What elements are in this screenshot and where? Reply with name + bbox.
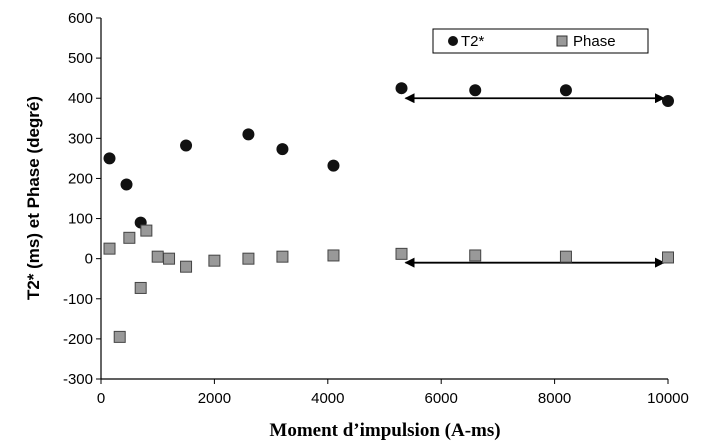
x-tick-label: 8000 — [538, 390, 571, 407]
phase-point — [242, 252, 255, 265]
t2-point — [559, 84, 572, 97]
phase-point — [469, 249, 482, 262]
phase-point — [208, 254, 221, 267]
series-phase — [103, 224, 674, 343]
t2-point — [103, 152, 116, 165]
legend: T2* Phase — [432, 28, 649, 54]
phase-point — [123, 231, 136, 244]
y-tick-label: 600 — [68, 10, 93, 27]
x-axis-label: Moment d’impulsion (A-ms) — [269, 420, 500, 441]
y-tick-label: 500 — [68, 50, 93, 67]
legend-marker-phase — [556, 35, 568, 47]
y-tick-label: 0 — [85, 251, 93, 268]
y-tick-label: 300 — [68, 130, 93, 147]
y-tick-label: 400 — [68, 90, 93, 107]
t2-point — [327, 159, 340, 172]
y-tick-label: -200 — [63, 331, 93, 348]
x-tick-label: 0 — [97, 390, 105, 407]
phase-point — [276, 250, 289, 263]
t2-point — [120, 178, 133, 191]
x-tick-label: 6000 — [425, 390, 458, 407]
y-tick-label: 200 — [68, 170, 93, 187]
phase-point — [103, 242, 116, 255]
phase-point — [662, 251, 674, 264]
phase-point — [180, 260, 193, 273]
legend-label-phase: Phase — [573, 33, 616, 50]
x-tick-label: 4000 — [311, 390, 344, 407]
t2-point — [242, 128, 255, 141]
legend-label-t2: T2* — [461, 33, 485, 50]
phase-point — [327, 249, 340, 262]
phase-point — [113, 330, 126, 343]
x-tick-label: 10000 — [647, 390, 689, 407]
data-series — [103, 82, 674, 343]
annotations — [404, 93, 665, 268]
phase-point — [151, 250, 164, 263]
phase-point — [559, 250, 572, 263]
phase-point — [134, 281, 147, 294]
series-t2 — [103, 82, 674, 229]
phase-point — [163, 252, 176, 265]
phase-point — [395, 247, 408, 260]
phase-point — [140, 224, 153, 237]
t2-point — [395, 82, 408, 95]
t2-point — [662, 95, 674, 108]
t2-point — [276, 143, 289, 156]
y-tick-label: -100 — [63, 291, 93, 308]
legend-marker-t2 — [448, 36, 458, 46]
y-axis-label: T2* (ms) et Phase (degré) — [24, 96, 43, 300]
y-tick-label: 100 — [68, 211, 93, 228]
legend-box — [432, 28, 649, 54]
t2-point — [469, 84, 482, 97]
y-tick-label: -300 — [63, 371, 93, 388]
t2-point — [180, 139, 193, 152]
x-tick-label: 2000 — [198, 390, 231, 407]
